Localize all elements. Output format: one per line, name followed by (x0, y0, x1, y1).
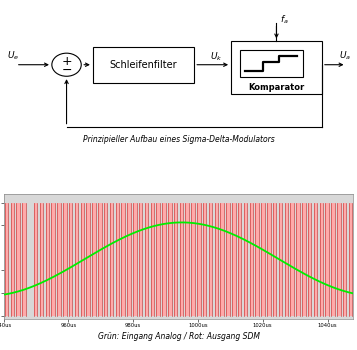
Text: $U_a$: $U_a$ (340, 50, 352, 62)
Text: $f_a$: $f_a$ (280, 13, 288, 26)
X-axis label: Grün: Eingang Analog / Rot: Ausgang SDM: Grün: Eingang Analog / Rot: Ausgang SDM (97, 332, 260, 341)
Text: $U_e$: $U_e$ (7, 50, 19, 62)
Text: $U_k$: $U_k$ (210, 51, 222, 63)
Text: Prinzipieller Aufbau eines Sigma-Delta-Modulators: Prinzipieller Aufbau eines Sigma-Delta-M… (82, 135, 275, 144)
Text: Schleifenfilter: Schleifenfilter (110, 60, 177, 70)
Bar (240, 50, 303, 77)
Text: Komparator: Komparator (248, 83, 305, 92)
Text: −: − (61, 64, 72, 77)
Bar (93, 47, 194, 83)
Bar (231, 41, 322, 93)
Text: +: + (61, 55, 72, 69)
